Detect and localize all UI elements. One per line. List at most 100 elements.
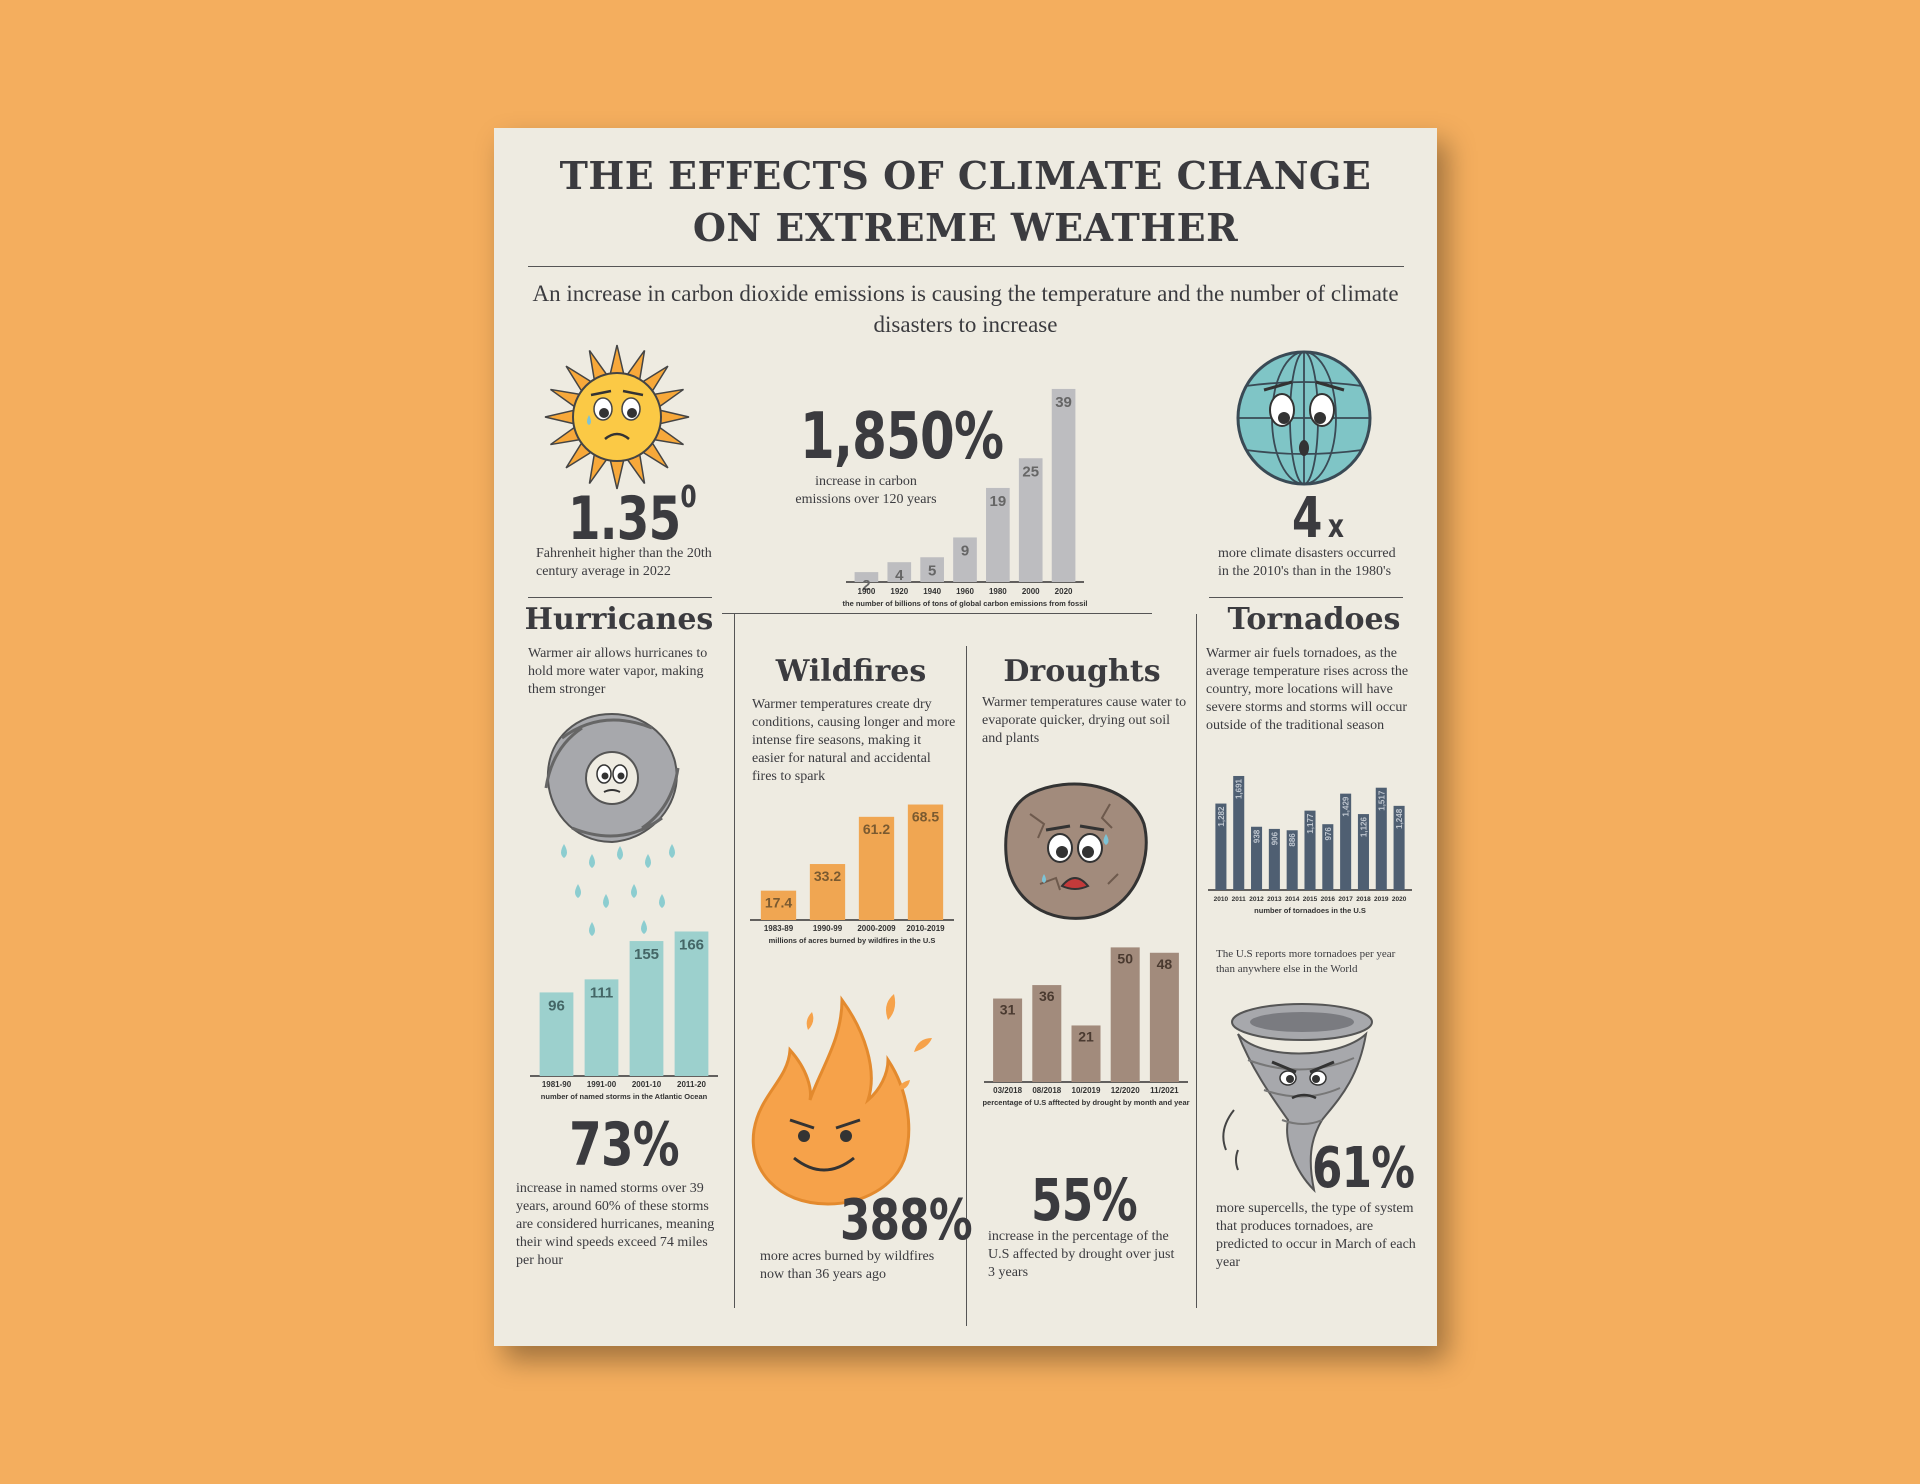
hurricanes-stat: 73% xyxy=(569,1110,679,1180)
chart-axis-caption: fuel and industrial processes xyxy=(913,609,1017,610)
bar-category-label: 1990-99 xyxy=(813,924,843,933)
bar-value-label: 1,691 xyxy=(1235,778,1244,799)
bar-category-label: 2012 xyxy=(1249,896,1264,903)
chart-bar xyxy=(1071,1025,1101,1082)
chart-bar xyxy=(854,572,879,582)
poster: THE EFFECTS OF CLIMATE CHANGE ON EXTREME… xyxy=(494,128,1437,1346)
chart-bar xyxy=(809,864,846,920)
chart-bar xyxy=(993,998,1023,1082)
wildfires-stat-text: more acres burned by wildfires now than … xyxy=(760,1249,935,1282)
chart-bar xyxy=(1110,947,1140,1082)
hurricane-icon xyxy=(544,712,680,936)
bar-category-label: 2011 xyxy=(1232,896,1246,903)
bar-value-label: 25 xyxy=(1022,463,1039,480)
chart-bar xyxy=(674,931,709,1076)
tornado-icon xyxy=(1222,1003,1373,1194)
bar-category-label: 1920 xyxy=(890,587,908,596)
rain-drop-icon xyxy=(603,894,609,908)
droughts-heading: Droughts xyxy=(1003,654,1161,689)
chart-bar xyxy=(858,816,895,920)
divider-right xyxy=(1209,597,1403,598)
bar-category-label: 10/2019 xyxy=(1072,1086,1101,1095)
droughts-stat: 55% xyxy=(1031,1166,1138,1234)
bar-category-label: 2020 xyxy=(1055,587,1073,596)
title-divider xyxy=(528,266,1404,267)
temperature-value: 1.350 xyxy=(568,480,697,554)
bar-category-label: 08/2018 xyxy=(1032,1086,1061,1095)
bar-value-label: 17.4 xyxy=(765,895,792,911)
tornadoes-heading: Tornadoes xyxy=(1227,602,1401,637)
bar-category-label: 2020 xyxy=(1392,896,1407,903)
emissions-caption: increase in carbon emissions over 120 ye… xyxy=(795,474,937,507)
bar-value-label: 1,429 xyxy=(1342,796,1351,817)
chart-axis-caption: number of tornadoes in the U.S xyxy=(1254,906,1366,915)
bar-category-label: 2000-2009 xyxy=(857,924,896,933)
tornadoes-stat-text: more supercells, the type of system that… xyxy=(1216,1201,1416,1270)
chart-bar xyxy=(1322,824,1334,890)
bar-value-label: 1,282 xyxy=(1217,806,1226,827)
bar-value-label: 61.2 xyxy=(863,821,890,837)
chart-bar xyxy=(760,890,797,920)
bar-category-label: 1991-00 xyxy=(587,1080,617,1089)
bar-category-label: 03/2018 xyxy=(993,1086,1022,1095)
tornadoes-text: Warmer air fuels tornadoes, as the avera… xyxy=(1206,646,1409,733)
bar-value-label: 5 xyxy=(928,562,936,579)
bar-value-label: 96 xyxy=(548,997,565,1014)
divider-center xyxy=(722,613,1152,614)
hurricanes-text: Warmer air allows hurricanes to hold mor… xyxy=(528,646,708,697)
column-divider-3 xyxy=(1196,614,1197,1308)
bar-category-label: 2014 xyxy=(1285,896,1300,903)
rain-drop-icon xyxy=(631,884,637,898)
chart-axis-caption: the number of billions of tons of global… xyxy=(842,599,1087,608)
bar-value-label: 155 xyxy=(634,946,659,963)
chart-bar xyxy=(887,562,912,582)
bar-category-label: 11/2021 xyxy=(1150,1086,1179,1095)
bar-value-label: 111 xyxy=(590,984,613,1001)
disasters-caption: more climate disasters occurred in the 2… xyxy=(1218,546,1396,579)
bar-category-label: 1940 xyxy=(923,587,941,596)
chart-bar xyxy=(1304,810,1316,890)
drought-chart: 31 03/2018 36 08/2018 21 10/2019 50 12/2020 48 11… xyxy=(982,947,1190,1107)
bar-category-label: 1900 xyxy=(858,587,876,596)
chart-bar xyxy=(1051,388,1076,582)
chart-bar xyxy=(1357,814,1369,890)
tornadoes-note: The U.S reports more tornadoes per year … xyxy=(1216,948,1396,975)
bar-value-label: 1,517 xyxy=(1377,790,1386,811)
bar-category-label: 2015 xyxy=(1303,896,1318,903)
divider-left xyxy=(528,597,712,598)
bar-value-label: 31 xyxy=(1000,1002,1016,1018)
subtitle: An increase in carbon dioxide emissions … xyxy=(532,281,1399,337)
rain-drop-icon xyxy=(589,922,595,936)
sad-sun-icon xyxy=(544,344,690,490)
sad-globe-icon xyxy=(1236,350,1372,486)
sun-ray xyxy=(608,344,626,377)
flame-icon xyxy=(751,994,932,1206)
chart-bar xyxy=(953,537,977,582)
bar-category-label: 1960 xyxy=(956,587,974,596)
hurricanes-stat-text: increase in named storms over 39 years, … xyxy=(516,1181,715,1268)
wildfires-text: Warmer temperatures create dry condition… xyxy=(752,697,956,784)
bar-category-label: 2000 xyxy=(1022,587,1040,596)
chart-axis-caption: millions of acres burned by wildfires in… xyxy=(769,936,936,945)
chart-axis-caption: number of named storms in the Atlantic O… xyxy=(541,1092,708,1101)
rain-drop-icon xyxy=(645,854,651,868)
droughts-stat-text: increase in the percentage of the U.S af… xyxy=(988,1229,1175,1280)
bar-value-label: 906 xyxy=(1270,831,1279,845)
bar-value-label: 976 xyxy=(1324,827,1333,841)
bar-value-label: 36 xyxy=(1039,988,1055,1004)
chart-bar xyxy=(1018,458,1043,582)
tornadoes-chart: 1,282 2010 1,691 2011 938 2012 906 2013 886 2014 1… xyxy=(1208,775,1412,915)
rain-drop-icon xyxy=(575,884,581,898)
wildfires-heading: Wildfires xyxy=(775,654,927,689)
wildfires-stat: 388% xyxy=(840,1188,973,1253)
bar-category-label: 1981-90 xyxy=(542,1080,572,1089)
rain-drop-icon xyxy=(589,854,595,868)
column-divider-2 xyxy=(966,646,967,1326)
bar-category-label: 2010 xyxy=(1214,896,1229,903)
bar-category-label: 2016 xyxy=(1321,896,1336,903)
chart-bar xyxy=(1340,793,1352,890)
chart-axis-caption: percentage of U.S afftected by drought b… xyxy=(982,1098,1189,1107)
emissions-value: 1,850% xyxy=(800,400,1004,474)
bar-value-label: 1,126 xyxy=(1359,817,1368,838)
